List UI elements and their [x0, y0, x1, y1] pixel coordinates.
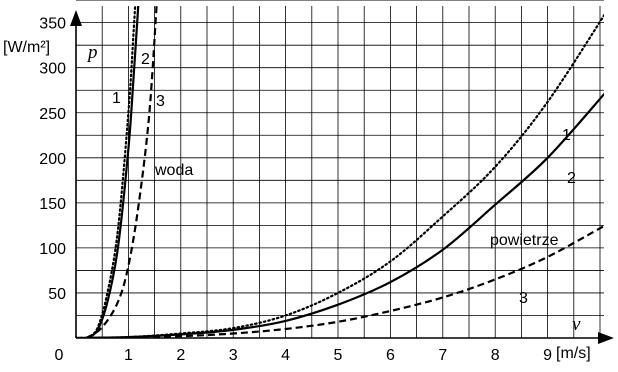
- curve-powietrze-1: [76, 13, 604, 338]
- x-tick-label-6: 6: [386, 347, 395, 364]
- y-tick-label-100: 100: [39, 241, 66, 258]
- y-tick-label-300: 300: [39, 61, 66, 78]
- curve-powietrze-2: [76, 92, 604, 338]
- x-tick-label-5: 5: [334, 347, 343, 364]
- x-axis-arrow: [598, 332, 614, 344]
- x-tick-label-3: 3: [229, 347, 238, 364]
- y-tick-label-350: 350: [39, 16, 66, 33]
- series-label-woda-1: 1: [112, 90, 121, 107]
- y-tick-label-250: 250: [39, 106, 66, 123]
- group-label-powietrze: powietrze: [490, 232, 559, 249]
- series-label-woda-3: 3: [156, 93, 165, 110]
- series-label-powietrze-1: 1: [562, 127, 571, 144]
- x-tick-label-4: 4: [281, 347, 290, 364]
- labels: [W/m²] p [m/s] v woda powietrze 1 2 3 1 …: [3, 39, 591, 362]
- x-tick-label-1: 1: [124, 347, 133, 364]
- series-label-powietrze-3: 3: [519, 290, 528, 307]
- y-variable-label: p: [86, 42, 98, 63]
- x-tick-label-7: 7: [438, 347, 447, 364]
- grid: [76, 0, 604, 338]
- x-variable-label: v: [572, 314, 581, 335]
- x-unit-label: [m/s]: [556, 345, 591, 362]
- y-axis-arrow: [70, 10, 82, 26]
- axes: [70, 10, 614, 344]
- x-tick-label-0: 0: [55, 347, 64, 364]
- x-tick-label-9: 9: [543, 347, 552, 364]
- curve-powietrze-3: [76, 224, 604, 338]
- y-tick-label-150: 150: [39, 196, 66, 213]
- curve-woda-3: [85, 6, 158, 338]
- tick-labels: 0 1 2 3 4 5 6 7 8 9 50 100 150 200 250 300 350: [39, 16, 552, 364]
- series-label-powietrze-2: 2: [567, 170, 576, 187]
- y-tick-label-200: 200: [39, 151, 66, 168]
- curves: [76, 6, 604, 338]
- x-tick-label-2: 2: [176, 347, 185, 364]
- x-tick-label-8: 8: [491, 347, 500, 364]
- series-label-woda-2: 2: [141, 51, 150, 68]
- y-unit-label: [W/m²]: [3, 39, 50, 56]
- group-label-woda: woda: [154, 162, 193, 179]
- y-tick-label-50: 50: [48, 286, 66, 303]
